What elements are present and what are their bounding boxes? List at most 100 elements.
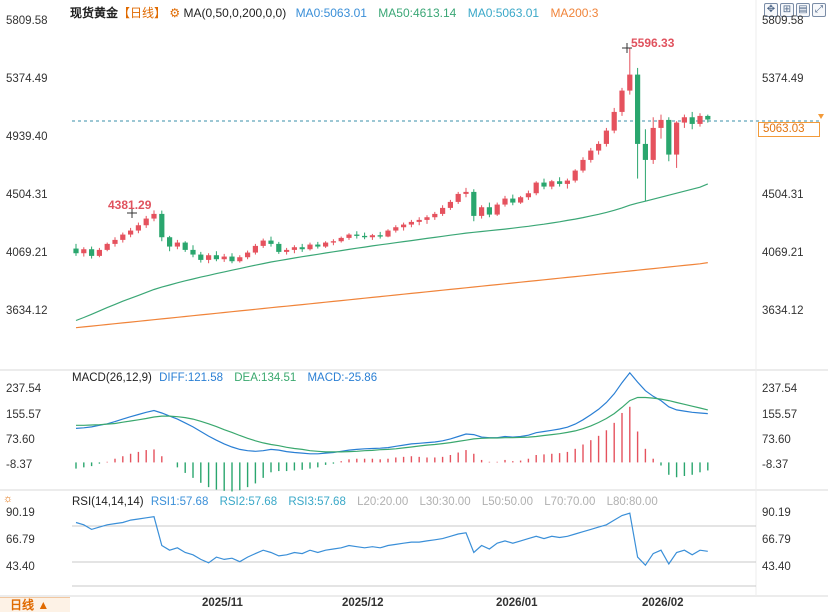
zoom-out-icon[interactable]: ⊞ — [780, 3, 794, 17]
rsi-l50: L50:50.00 — [481, 496, 533, 508]
candle-body — [666, 119, 672, 155]
price-label-right: 4504.31 — [762, 189, 804, 201]
candle-body — [377, 235, 383, 237]
candle-body — [206, 255, 212, 260]
candle-body — [642, 143, 648, 160]
time-label: 2026/01 — [496, 597, 538, 609]
chart-type-icon[interactable]: ▤ — [796, 3, 810, 17]
macd-dea: DEA:134.51 — [234, 372, 297, 384]
candle-body — [182, 242, 188, 250]
candle-body — [471, 191, 477, 216]
candle-body — [120, 234, 126, 240]
price-label: 4069.21 — [6, 247, 48, 259]
candle-body — [564, 180, 570, 184]
ma0-value-2: MA0:5063.01 — [467, 6, 540, 20]
candle-body — [650, 127, 656, 160]
candle-body — [705, 115, 711, 120]
rsi-label: 43.40 — [6, 561, 35, 573]
candle-body — [494, 204, 500, 215]
candle-body — [151, 213, 157, 219]
candle-body — [681, 117, 687, 123]
macd-dea-line — [76, 396, 708, 453]
rsi-legend: RSI(14,14,14) RSI1:57.68 RSI2:57.68 RSI3… — [72, 496, 658, 508]
candle-body — [73, 248, 79, 254]
ma200-value: MA200:3 — [550, 6, 599, 20]
candle-body — [307, 244, 313, 250]
gear-icon[interactable]: ⚙ — [169, 6, 181, 20]
candle-body — [268, 240, 274, 244]
candle-body — [572, 170, 578, 181]
macd-title[interactable]: MACD(26,12,9) — [72, 372, 152, 384]
candle-body — [510, 198, 516, 203]
candle-body — [440, 207, 446, 214]
candle-body — [229, 256, 235, 262]
price-label-right: 5809.58 — [762, 15, 804, 27]
candle-body — [549, 181, 555, 187]
candle-body — [424, 217, 430, 220]
candle-body — [401, 224, 407, 228]
ma50-line — [75, 183, 709, 322]
price-label-right: 3634.12 — [762, 305, 804, 317]
main-legend: 现货黄金【日线】 ⚙ MA(0,50,0,200,0,0) MA0:5063.0… — [70, 4, 598, 21]
rsi-label-right: 66.79 — [762, 534, 791, 546]
zoom-in-icon[interactable]: ✥ — [764, 3, 778, 17]
candle-body — [245, 252, 251, 258]
local-high-label: 4381.29 — [108, 198, 152, 212]
candle-body — [518, 197, 524, 203]
candle-body — [385, 230, 391, 237]
macd-diff-line — [75, 371, 708, 455]
price-label: 4504.31 — [6, 189, 48, 201]
price-label: 3634.12 — [6, 305, 48, 317]
symbol-name: 现货黄金 — [70, 6, 119, 20]
macd-label: 155.57 — [6, 409, 42, 421]
high-label: 5596.33 — [631, 36, 675, 50]
candle-body — [338, 237, 344, 242]
candle-body — [393, 227, 399, 231]
candle-body — [330, 241, 336, 243]
rsi-label-right: 90.19 — [762, 507, 791, 519]
candle-body — [525, 193, 531, 198]
price-label: 5809.58 — [6, 15, 48, 27]
candle-body — [252, 245, 258, 253]
candle-body — [112, 239, 118, 244]
rsi-label: 66.79 — [6, 534, 35, 546]
candle-body — [674, 122, 680, 155]
rsi-title[interactable]: RSI(14,14,14) — [72, 496, 144, 508]
candle-body — [596, 143, 602, 151]
candle-body — [697, 115, 703, 124]
candle-body — [455, 193, 461, 202]
candle-body — [502, 198, 508, 205]
candle-body — [81, 249, 87, 254]
ma-params[interactable]: MA(0,50,0,200,0,0) — [183, 6, 287, 20]
candle-body — [89, 249, 95, 256]
rsi-l80: L80:80.00 — [606, 496, 658, 508]
candle-body — [557, 181, 563, 184]
candle-body — [221, 256, 227, 260]
candle-body — [143, 218, 149, 226]
period-tab[interactable]: 日线 ▲ — [0, 597, 70, 612]
candle-body — [299, 247, 305, 250]
candle-body — [432, 213, 438, 218]
time-label: 2025/12 — [342, 597, 384, 609]
candle-body — [135, 225, 141, 231]
price-tag-arrow-icon — [818, 114, 824, 119]
candle-body — [627, 74, 633, 91]
period-badge[interactable]: 【日线】 — [118, 6, 167, 20]
rsi-l30: L30:30.00 — [419, 496, 471, 508]
candle-body — [323, 242, 329, 247]
price-label-right: 5374.49 — [762, 73, 804, 85]
candle-body — [128, 230, 134, 235]
price-label: 5374.49 — [6, 73, 48, 85]
time-label: 2026/02 — [642, 597, 684, 609]
macd-label: 237.54 — [6, 383, 42, 395]
fullscreen-icon[interactable]: ⤢ — [812, 3, 826, 17]
ma50-value: MA50:4613.14 — [378, 6, 457, 20]
sun-icon[interactable]: ☼ — [3, 493, 14, 505]
candle-body — [260, 240, 266, 246]
candle-body — [354, 234, 360, 236]
rsi3-value: RSI3:57.68 — [288, 496, 346, 508]
candle-body — [580, 159, 586, 171]
macd-label-right: 155.57 — [762, 409, 798, 421]
candle-body — [96, 249, 102, 256]
